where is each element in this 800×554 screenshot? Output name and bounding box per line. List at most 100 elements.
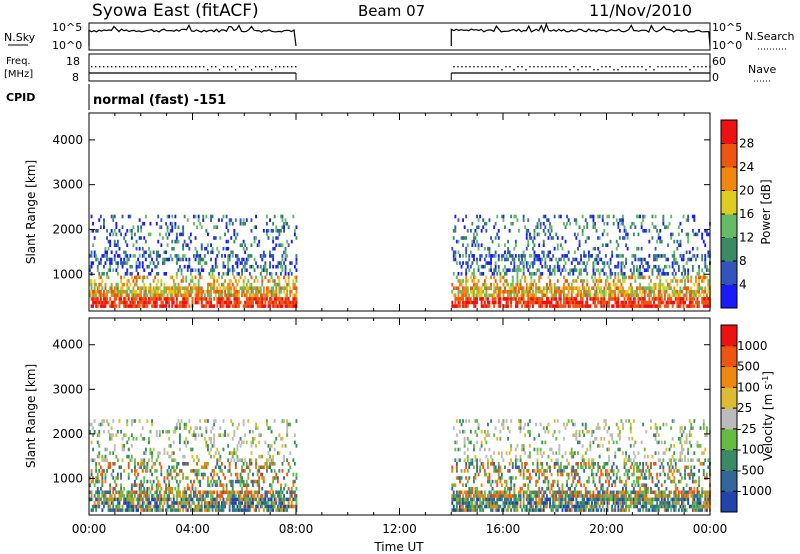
- velocity-cell: [491, 501, 494, 505]
- velocity-cell: [239, 483, 242, 487]
- power-cell: [106, 250, 108, 255]
- power-cell: [473, 254, 475, 258]
- velocity-cell: [516, 497, 519, 502]
- power-cell: [284, 221, 287, 226]
- velocity-cell: [241, 497, 243, 502]
- power-cell: [691, 268, 694, 272]
- power-cell: [197, 289, 200, 294]
- velocity-cell: [238, 440, 240, 445]
- velocity-cell: [535, 490, 537, 495]
- power-cell: [169, 229, 172, 233]
- power-cell: [160, 225, 163, 229]
- velocity-cell: [199, 419, 202, 423]
- power-cell: [196, 293, 198, 298]
- velocity-cell: [205, 504, 208, 509]
- power-cell: [516, 282, 519, 287]
- power-cell: [487, 261, 489, 265]
- power-cell: [168, 289, 171, 294]
- velocity-cell: [505, 494, 508, 498]
- power-cell: [151, 268, 153, 272]
- power-cell: [267, 229, 270, 233]
- velocity-cell: [250, 462, 253, 466]
- velocity-cell: [194, 486, 197, 491]
- power-cell: [255, 289, 257, 294]
- velocity-cell: [182, 497, 185, 502]
- power-cell: [629, 289, 632, 294]
- power-cell: [248, 297, 251, 301]
- power-cell: [640, 225, 643, 229]
- power-cell: [631, 261, 634, 265]
- power-cell: [474, 300, 477, 305]
- power-cell: [620, 304, 623, 308]
- velocity-cell: [129, 490, 132, 495]
- velocity-cell: [476, 494, 478, 498]
- power-cell: [522, 268, 525, 272]
- velocity-cell: [144, 504, 147, 509]
- velocity-cell: [216, 508, 219, 512]
- velocity-cell: [93, 504, 96, 509]
- power-cell: [143, 268, 146, 272]
- power-cell: [622, 275, 624, 280]
- velocity-cell: [193, 508, 195, 512]
- power-cell: [559, 304, 562, 308]
- velocity-cell: [196, 454, 198, 459]
- power-cell: [231, 304, 234, 308]
- velocity-cell: [219, 465, 222, 470]
- power-cell: [542, 289, 545, 294]
- power-cell: [631, 300, 634, 305]
- power-cell: [558, 214, 561, 219]
- velocity-cell: [514, 462, 517, 466]
- power-cell: [637, 232, 640, 237]
- velocity-cell: [130, 469, 133, 473]
- velocity-cell: [528, 504, 531, 509]
- velocity-cell: [281, 437, 284, 441]
- velocity-cell: [238, 422, 240, 427]
- velocity-cell: [473, 479, 475, 484]
- power-cell: [673, 286, 676, 290]
- velocity-cell: [239, 497, 242, 502]
- velocity-cell: [460, 422, 463, 427]
- power-cell: [163, 272, 166, 276]
- power-cell: [533, 236, 536, 240]
- velocity-cell: [231, 490, 234, 495]
- power-cell: [124, 293, 127, 298]
- velocity-cell: [255, 462, 257, 466]
- velocity-cell: [499, 490, 502, 495]
- velocity-cell: [477, 504, 480, 509]
- power-cell: [584, 268, 587, 272]
- power-cell: [211, 304, 214, 308]
- velocity-cell: [205, 501, 208, 505]
- velocity-cell: [513, 494, 516, 498]
- power-cell: [502, 218, 505, 222]
- power-cell: [465, 279, 468, 283]
- power-cell: [148, 272, 150, 276]
- power-cell: [266, 289, 268, 294]
- velocity-cell: [483, 494, 486, 498]
- velocity-cell: [468, 486, 471, 491]
- power-cell: [234, 236, 237, 240]
- velocity-cell: [487, 465, 489, 470]
- power-cell: [245, 289, 248, 294]
- power-cell: [292, 304, 295, 308]
- velocity-cell: [168, 486, 171, 491]
- velocity-cell: [278, 501, 281, 505]
- power-cell: [278, 261, 281, 265]
- power-cell: [460, 264, 463, 269]
- nave-point: [239, 66, 241, 68]
- power-cell: [188, 246, 191, 251]
- velocity-cell: [468, 440, 471, 445]
- power-cell: [166, 286, 169, 290]
- velocity-cell: [165, 508, 167, 512]
- power-cell: [519, 268, 522, 272]
- power-cell: [632, 264, 635, 269]
- velocity-cell: [479, 447, 482, 452]
- velocity-cell: [166, 476, 169, 480]
- power-cell: [454, 300, 457, 305]
- velocity-cell: [228, 497, 231, 502]
- power-cell: [516, 272, 519, 276]
- power-cell: [107, 239, 110, 244]
- power-cell: [595, 268, 598, 272]
- nave-point: [171, 66, 173, 68]
- velocity-cell: [241, 479, 243, 484]
- power-cell: [691, 304, 694, 308]
